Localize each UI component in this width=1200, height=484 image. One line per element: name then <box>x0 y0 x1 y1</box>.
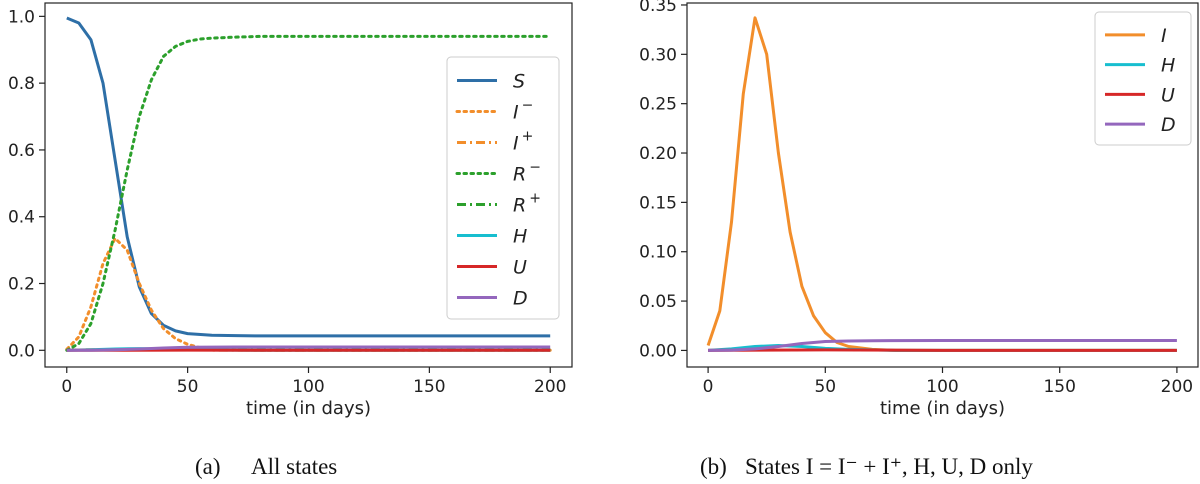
x-tick-label: 100 <box>292 377 324 397</box>
x-tick-label: 50 <box>177 377 199 397</box>
series-line-d <box>708 339 1177 352</box>
y-tick-label: 1.0 <box>8 7 35 27</box>
legend-label: U <box>513 257 527 279</box>
legend-label: S <box>513 71 525 93</box>
legend-label: D <box>1161 114 1176 136</box>
legend-label: H <box>513 226 527 248</box>
x-tick-label: 150 <box>413 377 445 397</box>
x-tick-label: 0 <box>703 377 714 397</box>
y-tick-label: 0.35 <box>639 0 677 16</box>
legend-label: H <box>1161 55 1175 77</box>
y-tick-label: 0.4 <box>8 208 35 228</box>
panel-a-all-states: 0 50 100 150 200 0.0 0.2 0.4 0.6 0.8 1.0 time (in d… <box>8 2 573 419</box>
legend-box <box>1094 11 1192 146</box>
y-tick-label: 0.8 <box>8 74 35 94</box>
y-tick-label: 0.20 <box>639 144 677 164</box>
legend-label: I <box>1161 25 1167 47</box>
y-tick-label: 0.2 <box>8 275 35 295</box>
series-line-s <box>66 16 551 338</box>
caption-b-tag: (b) <box>700 454 727 479</box>
y-tick-label: 0.6 <box>8 141 35 161</box>
series-line-r-minus <box>65 34 552 352</box>
y-tick-label: 0.00 <box>639 341 677 361</box>
y-tick-label: 0.15 <box>639 193 677 213</box>
y-tick-label: 0.30 <box>639 45 677 65</box>
y-tick-label: 0.05 <box>639 292 677 312</box>
x-axis-label: time (in days) <box>246 398 371 419</box>
x-tick-label: 200 <box>1161 377 1193 397</box>
legend-label: U <box>1161 84 1175 106</box>
legend-box <box>446 56 560 320</box>
x-tick-label: 50 <box>814 377 836 397</box>
x-tick-label: 200 <box>534 377 566 397</box>
x-tick-label: 0 <box>61 377 72 397</box>
series-line-i-minus <box>65 236 552 352</box>
caption-b-text: States I = I⁻ + I⁺, H, U, D only <box>745 454 1033 479</box>
x-tick-label: 150 <box>1043 377 1075 397</box>
y-tick-label: 0.25 <box>639 95 677 115</box>
y-tick-label: 0.0 <box>8 341 35 361</box>
caption-a-tag: (a) <box>195 454 221 479</box>
legend-label: D <box>513 288 528 310</box>
panel-b-infected-states: 0 50 100 150 200 0.00 0.05 0.10 0.15 0.20 0.25 0.30… <box>639 0 1199 419</box>
x-tick-label: 100 <box>926 377 958 397</box>
series-line-u <box>708 348 1177 352</box>
series-line-d <box>66 345 551 352</box>
y-tick-label: 0.10 <box>639 243 677 263</box>
x-axis-label: time (in days) <box>880 398 1005 419</box>
caption-a-text: All states <box>251 454 337 479</box>
